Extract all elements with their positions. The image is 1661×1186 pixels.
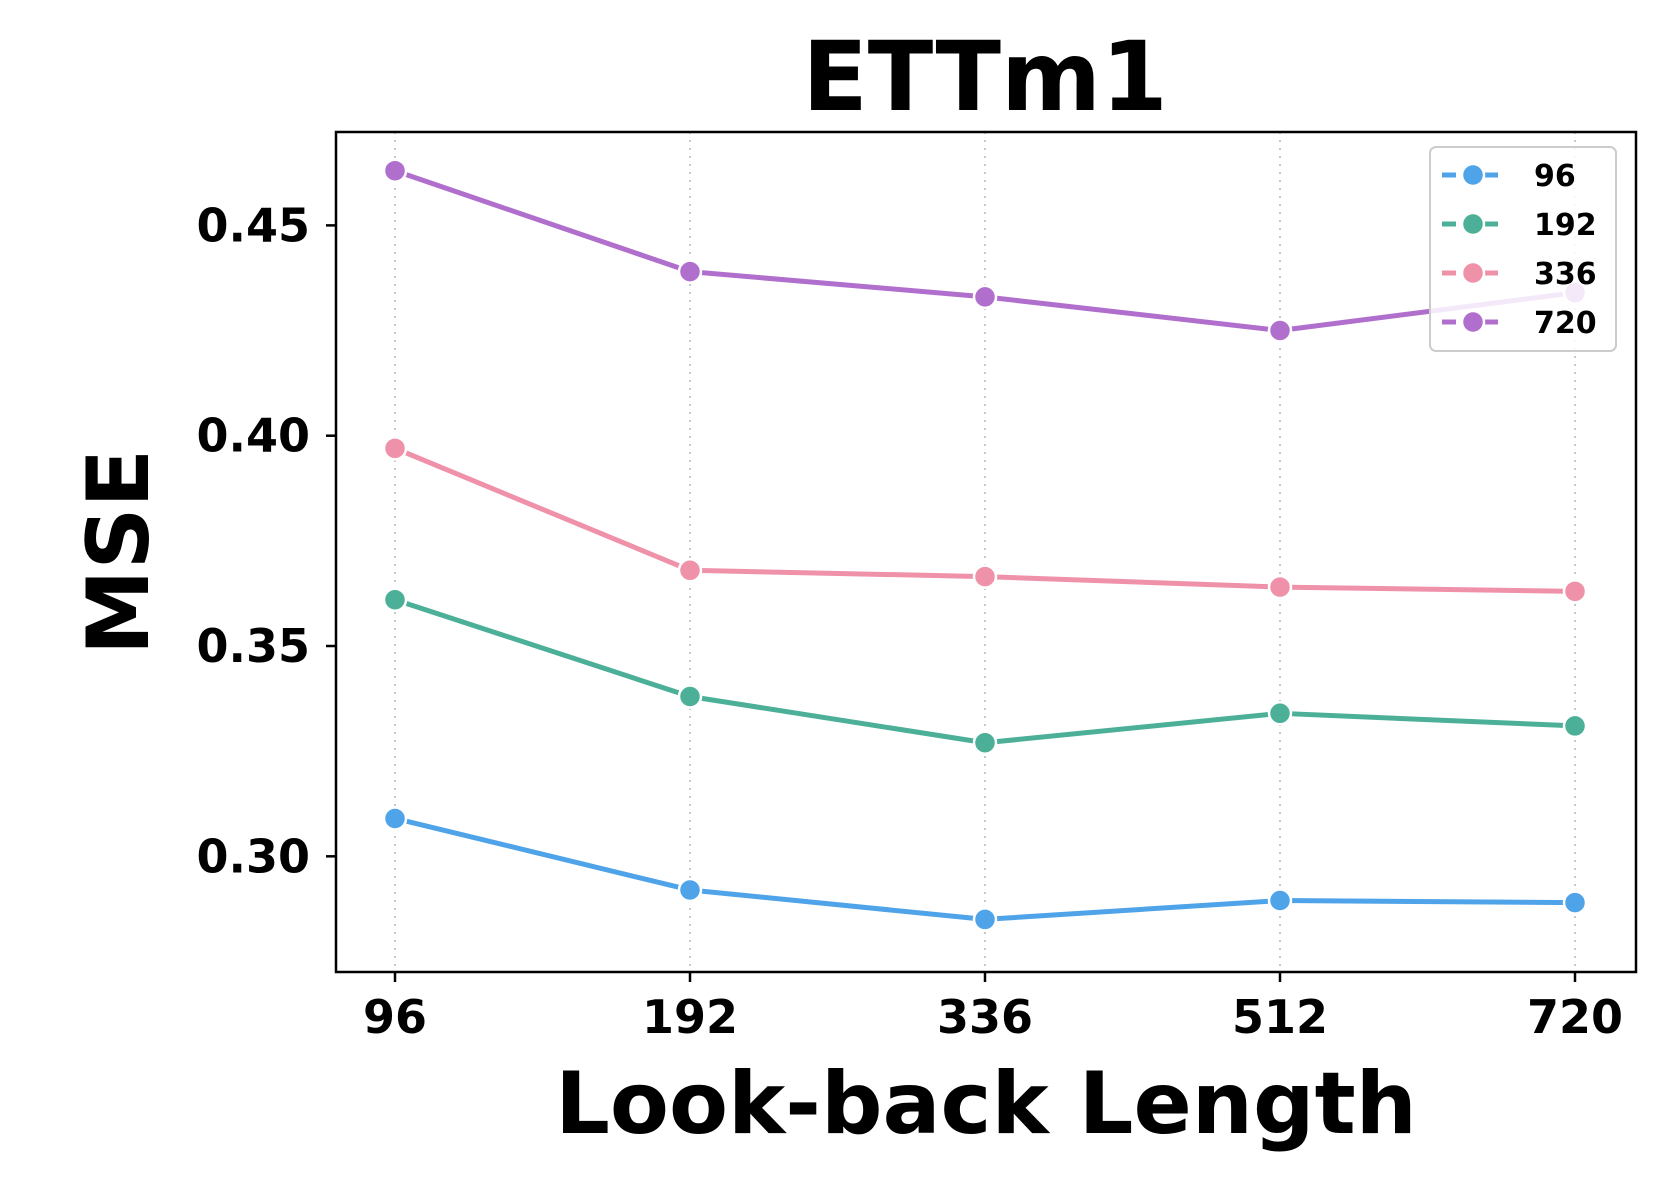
data-point <box>1562 713 1588 739</box>
x-axis-ticks: 96 192 336 512 720 <box>363 972 1623 1044</box>
series-336 <box>382 436 1588 604</box>
x-tick-label: 96 <box>363 990 427 1044</box>
data-point <box>382 158 408 183</box>
legend: 96 192 336 720 <box>1429 146 1617 352</box>
data-point <box>972 907 998 932</box>
legend-marker <box>1460 211 1486 237</box>
y-axis-ticks: 0.30 0.35 0.40 0.45 <box>197 198 336 883</box>
data-point <box>677 259 703 284</box>
x-axis-label: Look-back Length <box>555 1054 1417 1154</box>
x-tick-label: 512 <box>1232 990 1328 1044</box>
y-axis-label: MSE <box>69 449 169 655</box>
legend-marker <box>1460 260 1486 286</box>
legend-marker <box>1460 162 1486 188</box>
data-point <box>1267 574 1293 600</box>
y-tick-label: 0.30 <box>197 829 311 883</box>
data-point <box>382 436 408 461</box>
data-point <box>677 558 703 583</box>
x-tick-label: 336 <box>937 990 1033 1044</box>
legend-marker <box>1460 309 1486 335</box>
x-tick-label: 720 <box>1527 990 1623 1044</box>
legend-label: 192 <box>1534 208 1597 243</box>
data-point <box>677 877 703 903</box>
data-point <box>972 284 998 310</box>
data-point <box>1562 890 1588 915</box>
series-96 <box>382 806 1588 932</box>
series-192 <box>382 587 1588 756</box>
data-point <box>972 730 998 756</box>
legend-box <box>1429 146 1617 352</box>
legend-label: 720 <box>1534 306 1597 341</box>
y-tick-label: 0.40 <box>197 409 311 463</box>
data-point <box>382 806 408 831</box>
data-point <box>972 564 998 589</box>
x-tick-label: 192 <box>642 990 738 1044</box>
data-point <box>382 587 408 612</box>
data-point <box>677 684 703 709</box>
data-point <box>1267 701 1293 726</box>
data-point <box>1267 318 1293 343</box>
y-tick-label: 0.45 <box>197 198 311 252</box>
data-point <box>1562 579 1588 604</box>
series-group <box>382 158 1588 932</box>
legend-label: 96 <box>1534 159 1576 194</box>
y-tick-label: 0.35 <box>197 619 311 673</box>
data-point <box>1267 888 1293 913</box>
chart-title: ETTm1 <box>802 21 1168 133</box>
legend-label: 336 <box>1534 257 1597 292</box>
